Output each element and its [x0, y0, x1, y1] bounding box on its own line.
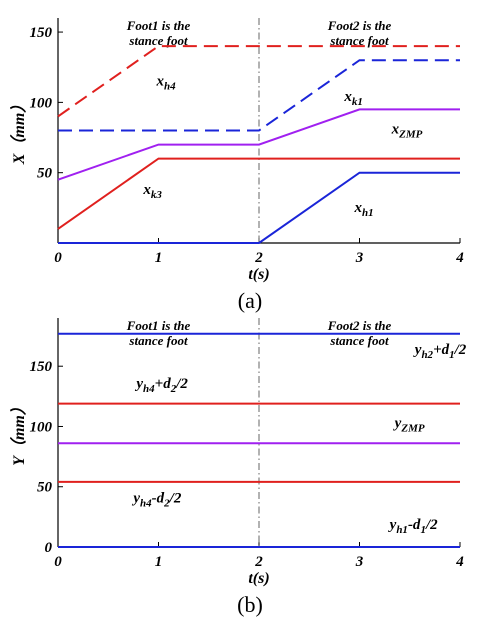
phase-annotation: Foot2 is the stance foot	[327, 18, 392, 48]
y-tick-label: 100	[30, 95, 53, 111]
y-tick-label: 150	[30, 359, 53, 375]
x-tick-label: 2	[254, 554, 263, 570]
x-tick-label: 4	[455, 250, 464, 266]
series-label: xh1	[353, 200, 373, 219]
series-line-x-zmp	[57, 108, 460, 181]
x-tick-label: 2	[254, 250, 263, 266]
series-label: yh1-d1/2	[388, 517, 438, 536]
y-tick-label: 50	[37, 480, 53, 496]
series-label: yh2+d1/2	[413, 342, 467, 361]
phase-annotation: Foot1 is the stance foot	[126, 318, 191, 348]
series-label: xZMP	[391, 121, 423, 140]
x-tick-label: 3	[355, 554, 364, 570]
phase-annotation: Foot2 is the stance foot	[327, 318, 392, 348]
series-line-x-h4	[57, 45, 460, 118]
y-tick-label: 100	[30, 419, 53, 435]
x-tick-label: 0	[54, 554, 62, 570]
x-tick-label: 3	[355, 250, 364, 266]
x-tick-label: 4	[455, 554, 464, 570]
x-tick-label: 1	[155, 250, 163, 266]
y-tick-label: 50	[37, 166, 53, 182]
y-axis-label: Y（mm）	[9, 399, 28, 466]
series-line-x-k3	[57, 157, 460, 230]
chart-panel-b: 0 1 2 3 4 0 50 100 150 t(s) Y（mm） Foot1 is the stanc…	[9, 318, 467, 617]
y-tick-label: 150	[30, 25, 53, 41]
panel-caption: (b)	[237, 592, 263, 617]
series-label: xk1	[343, 89, 363, 108]
series-label: xk3	[142, 182, 162, 201]
x-axis-label: t(s)	[248, 266, 269, 283]
x-tick-label: 0	[54, 250, 62, 266]
x-tick-label: 1	[155, 554, 163, 570]
chart-panel-a: 0 1 2 3 4 50 100 150 t(s) X（mm） Foot1 is the stance…	[9, 18, 464, 313]
y-tick-label: 0	[45, 540, 53, 556]
phase-annotation: Foot1 is the stance foot	[126, 18, 191, 48]
series-label: yZMP	[393, 416, 425, 435]
series-line-x-h1	[58, 171, 460, 244]
y-axis-label: X（mm）	[9, 97, 28, 166]
series-label: yh4+d2/2	[134, 376, 188, 395]
series-line-x-k1	[58, 59, 460, 132]
series-label: yh4-d2/2	[131, 490, 181, 509]
x-axis-label: t(s)	[248, 570, 269, 587]
series-label: xh4	[155, 74, 176, 93]
panel-caption: (a)	[238, 288, 262, 313]
